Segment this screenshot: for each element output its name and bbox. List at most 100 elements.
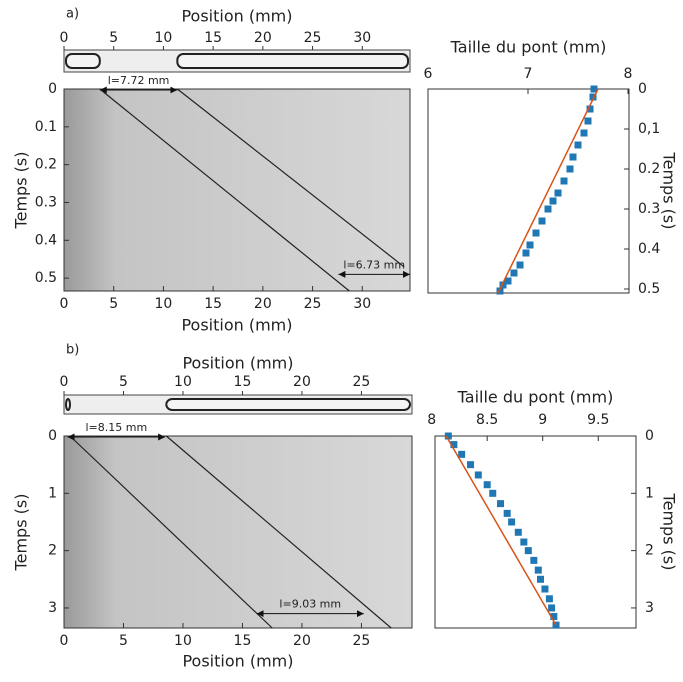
y-axis-title: Temps (s): [12, 152, 31, 230]
fit-line: [445, 435, 557, 626]
x-tick-label: 10: [155, 296, 173, 312]
x-axis-title: Position (mm): [181, 7, 292, 26]
x-tick-label: 20: [293, 633, 311, 649]
data-point: [586, 105, 594, 113]
data-point: [444, 432, 452, 440]
panel-label: b): [66, 343, 79, 358]
x-axis-title: Taille du pont (mm): [450, 38, 607, 57]
y-tick-label: 0.3: [638, 201, 660, 217]
data-point: [499, 281, 507, 289]
kymograph-image: [63, 88, 411, 292]
x-tick-label: 10: [174, 374, 192, 390]
data-point: [538, 217, 546, 225]
x-axis-title: Taille du pont (mm): [457, 388, 614, 407]
panel-label: a): [66, 7, 79, 22]
data-point: [474, 471, 482, 479]
data-point: [584, 117, 592, 125]
x-tick-label: 8: [427, 412, 436, 428]
data-point: [489, 489, 497, 497]
interface-line: [99, 88, 350, 292]
length-label: l=7.72 mm: [108, 74, 170, 87]
data-point: [503, 509, 511, 517]
data-point: [532, 229, 540, 237]
interface-line: [69, 435, 273, 629]
x-tick-label: 5: [119, 374, 128, 390]
x-tick-label: 10: [155, 30, 173, 46]
bubble-left: [65, 53, 101, 69]
y-tick-label: 0.5: [35, 270, 57, 286]
y-tick-label: 3: [48, 600, 57, 616]
kymograph-image: [63, 435, 413, 629]
y-tick-label: 3: [645, 600, 654, 616]
data-point: [589, 93, 597, 101]
x-tick-label: 8: [624, 66, 633, 82]
data-point: [530, 556, 538, 564]
y-tick-label: 1: [48, 485, 57, 501]
bubble-right: [176, 53, 409, 69]
x-tick-label: 25: [304, 30, 322, 46]
data-point: [536, 575, 544, 583]
y-tick-label: 0.2: [638, 161, 660, 177]
x-tick-label: 25: [353, 374, 371, 390]
x-tick-label: 0: [60, 30, 69, 46]
data-point: [520, 538, 528, 546]
plot-frame: [427, 88, 630, 294]
data-point: [554, 189, 562, 197]
data-point: [522, 249, 530, 257]
y-tick-label: 0.4: [35, 232, 57, 248]
length-label: l=6.73 mm: [343, 258, 405, 271]
x-tick-label: 5: [109, 30, 118, 46]
data-point: [590, 85, 598, 93]
data-point: [516, 261, 524, 269]
x-tick-label: 30: [353, 296, 371, 312]
y-tick-label: 1: [645, 485, 654, 501]
data-point: [510, 269, 518, 277]
data-point: [458, 450, 466, 458]
y-tick-label: 0.2: [35, 157, 57, 173]
x-tick-label: 9.5: [587, 412, 609, 428]
data-point: [508, 518, 516, 526]
length-label: l=8.15 mm: [85, 421, 147, 434]
data-point: [467, 461, 475, 469]
data-point: [566, 165, 574, 173]
x-tick-label: 30: [353, 30, 371, 46]
x-axis-title: Position (mm): [181, 316, 292, 335]
data-point: [544, 205, 552, 213]
x-tick-label: 0: [60, 633, 69, 649]
y-axis-title: Temps (s): [660, 152, 679, 230]
bubble-left: [65, 398, 71, 411]
data-point: [545, 595, 553, 603]
y-tick-label: 0.1: [35, 119, 57, 135]
x-tick-label: 15: [234, 374, 252, 390]
data-point: [483, 481, 491, 489]
bubble-right: [165, 398, 411, 411]
x-tick-label: 15: [234, 633, 252, 649]
data-point: [569, 153, 577, 161]
y-axis-title: Temps (s): [12, 494, 31, 572]
data-point: [514, 528, 522, 536]
y-tick-label: 0: [48, 428, 57, 444]
x-tick-label: 8.5: [476, 412, 498, 428]
data-point: [549, 197, 557, 205]
x-tick-label: 20: [293, 374, 311, 390]
data-point: [560, 177, 568, 185]
length-label: l=9.03 mm: [279, 598, 341, 611]
x-axis-title: Position (mm): [182, 652, 293, 671]
x-axis-title: Position (mm): [182, 354, 293, 373]
x-tick-label: 25: [304, 296, 322, 312]
data-point: [504, 277, 512, 285]
x-tick-label: 5: [109, 296, 118, 312]
x-tick-label: 10: [174, 633, 192, 649]
x-tick-label: 0: [60, 374, 69, 390]
data-point: [534, 566, 542, 574]
data-point: [524, 547, 532, 555]
x-tick-label: 25: [353, 633, 371, 649]
y-tick-label: 0.4: [638, 241, 660, 257]
y-tick-label: 2: [645, 543, 654, 559]
data-point: [541, 585, 549, 593]
x-tick-label: 9: [538, 412, 547, 428]
y-tick-label: 0: [48, 81, 57, 97]
data-point: [497, 500, 505, 508]
x-tick-label: 6: [424, 66, 433, 82]
y-tick-label: 0: [638, 81, 647, 97]
